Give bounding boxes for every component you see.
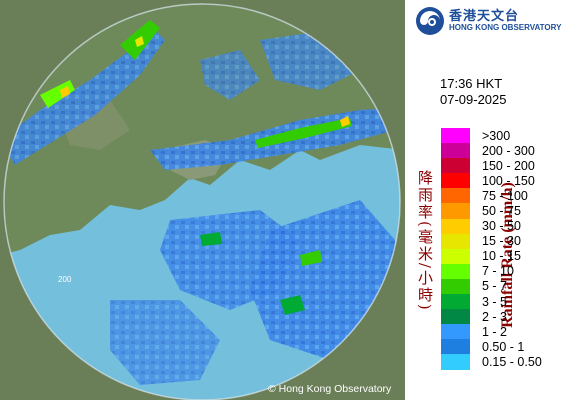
legend-swatch bbox=[441, 173, 470, 189]
legend-title-cn: 降雨率(毫米/小時) bbox=[416, 170, 434, 312]
legend-swatch bbox=[441, 278, 470, 295]
rainfall-legend: >300 200 - 300 150 - 200 100 - 150 75 - … bbox=[441, 128, 542, 370]
copyright-notice: © Hong Kong Observatory bbox=[268, 383, 392, 395]
legend-swatch bbox=[441, 218, 470, 234]
legend-item: 200 - 300 bbox=[441, 143, 542, 159]
legend-item: 30 - 50 bbox=[441, 218, 542, 234]
legend-label: 150 - 200 bbox=[482, 158, 535, 173]
legend-item: 2 - 3 bbox=[441, 309, 542, 325]
hko-logo-icon bbox=[416, 7, 444, 35]
legend-item: 15 - 30 bbox=[441, 233, 542, 249]
timestamp: 17:36 HKT 07-09-2025 bbox=[440, 76, 507, 108]
legend-swatch bbox=[441, 263, 470, 279]
legend-item: 0.50 - 1 bbox=[441, 339, 542, 355]
legend-item: 50 - 75 bbox=[441, 203, 542, 219]
legend-label: 200 - 300 bbox=[482, 143, 535, 158]
info-panel: 香港天文台 HONG KONG OBSERVATORY 17:36 HKT 07… bbox=[405, 0, 577, 400]
legend-swatch bbox=[441, 248, 470, 264]
legend-label: 0.50 - 1 bbox=[482, 339, 525, 354]
legend-label: 75 - 100 bbox=[482, 188, 528, 203]
legend-label: 2 - 3 bbox=[482, 309, 508, 324]
legend-swatch bbox=[441, 143, 470, 159]
legend-swatch bbox=[441, 324, 470, 340]
legend-swatch bbox=[441, 233, 470, 249]
legend-item: >300 bbox=[441, 128, 542, 144]
legend-item: 150 - 200 bbox=[441, 158, 542, 174]
legend-label: 0.15 - 0.50 bbox=[482, 354, 542, 369]
legend-item: 0.15 - 0.50 bbox=[441, 354, 542, 370]
hko-logo: 香港天文台 HONG KONG OBSERVATORY bbox=[415, 6, 561, 36]
legend-swatch bbox=[441, 188, 470, 204]
legend-label: 30 - 50 bbox=[482, 219, 521, 234]
legend-swatch bbox=[441, 354, 470, 370]
legend-item: 10 - 15 bbox=[441, 248, 542, 264]
range-ring-label: 200 bbox=[58, 275, 72, 284]
legend-label: 50 - 75 bbox=[482, 204, 521, 219]
legend-label: 10 - 15 bbox=[482, 249, 521, 264]
legend-swatch bbox=[441, 309, 470, 325]
legend-swatch bbox=[441, 339, 470, 355]
legend-label: 100 - 150 bbox=[482, 173, 535, 188]
legend-swatch bbox=[441, 158, 470, 174]
legend-swatch bbox=[441, 294, 470, 310]
legend-label: 1 - 2 bbox=[482, 324, 508, 339]
legend-item: 7 - 10 bbox=[441, 263, 542, 279]
legend-label: 15 - 30 bbox=[482, 234, 521, 249]
legend-item: 3 - 5 bbox=[441, 294, 542, 310]
radar-map: 200 © Hong Kong Observatory bbox=[0, 0, 405, 401]
radar-range-circle bbox=[4, 4, 400, 400]
legend-item: 5 - 7 bbox=[441, 278, 542, 295]
logo-name-en: HONG KONG OBSERVATORY bbox=[449, 22, 562, 32]
legend-label: >300 bbox=[482, 128, 511, 143]
legend-label: 3 - 5 bbox=[482, 294, 508, 309]
legend-item: 1 - 2 bbox=[441, 324, 542, 340]
legend-label: 5 - 7 bbox=[482, 279, 508, 294]
radar-image: 200 bbox=[0, 0, 405, 401]
legend-label: 7 - 10 bbox=[482, 264, 514, 279]
timestamp-time: 17:36 HKT bbox=[440, 76, 503, 91]
timestamp-date: 07-09-2025 bbox=[440, 92, 507, 107]
legend-swatch bbox=[441, 128, 470, 144]
legend-swatch bbox=[441, 203, 470, 219]
logo-name-cn: 香港天文台 bbox=[449, 8, 520, 24]
legend-item: 100 - 150 bbox=[441, 173, 542, 189]
legend-item: 75 - 100 bbox=[441, 188, 542, 204]
